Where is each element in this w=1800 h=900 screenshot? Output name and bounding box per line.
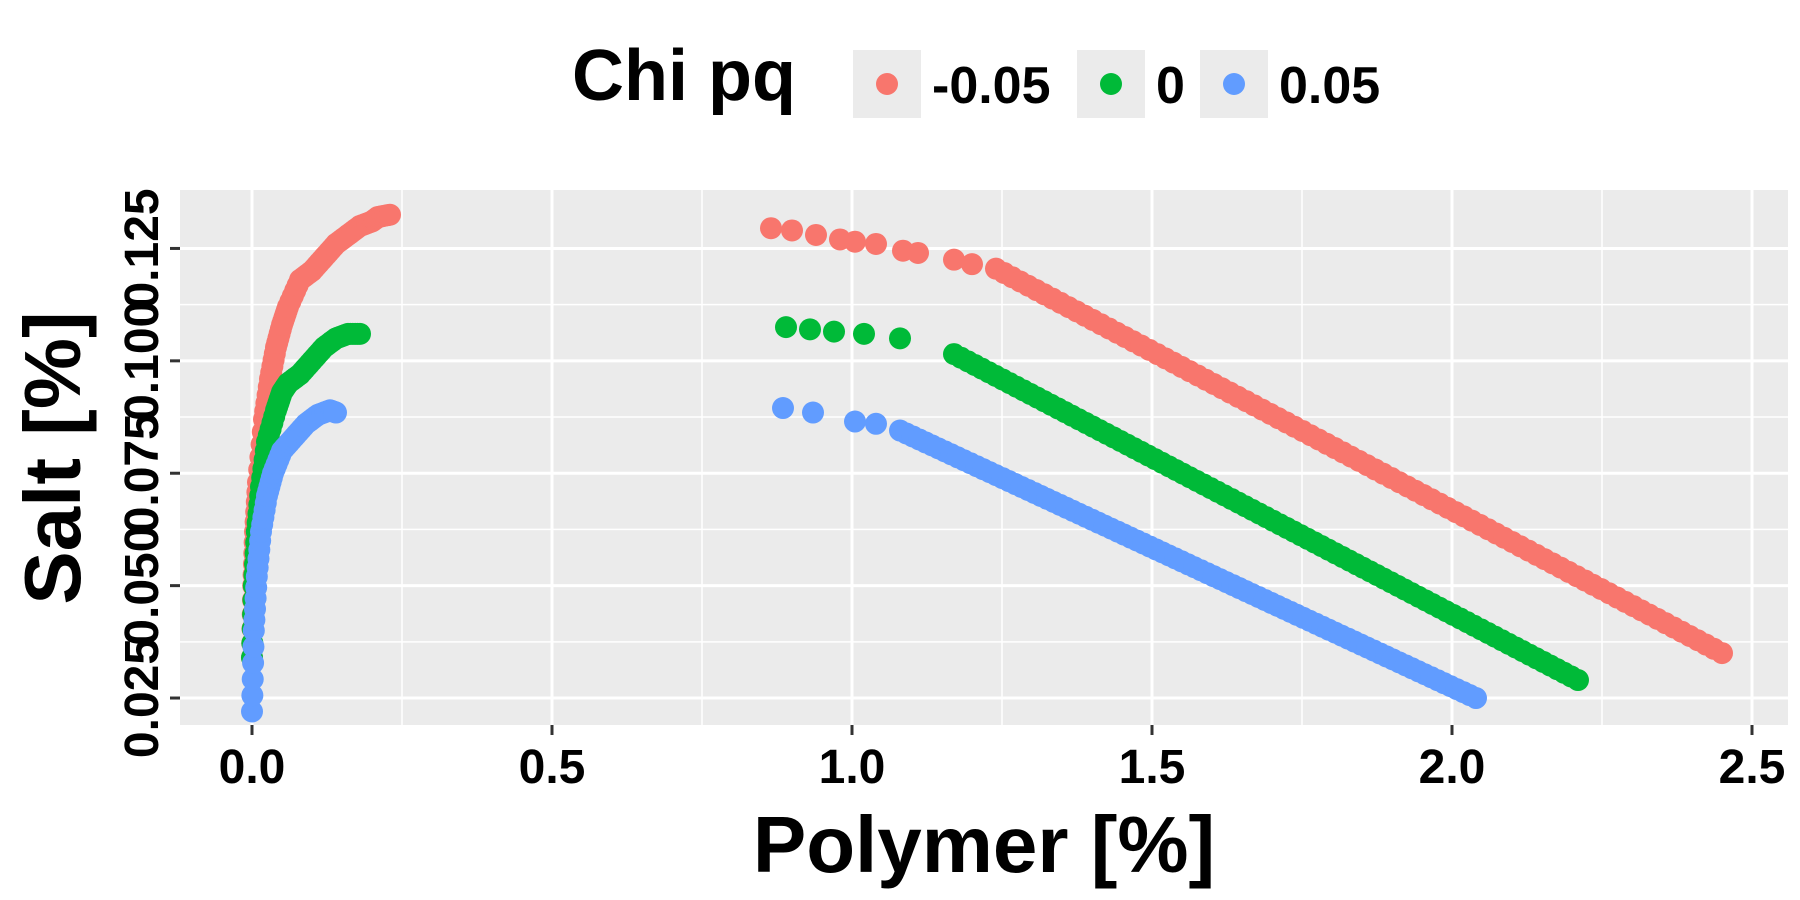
series-0-right-point: [865, 232, 887, 255]
legend-marker-0: [1100, 73, 1122, 95]
y-tick-label: 0.025: [116, 638, 169, 758]
series-2-left-point: [241, 684, 264, 707]
series-1-right-point: [799, 318, 821, 341]
series-1-right-point: [775, 316, 797, 339]
series-1-right-point: [889, 327, 911, 350]
legend-label-neg005: -0.05: [932, 57, 1051, 115]
x-tick-label: 2.5: [1719, 741, 1786, 794]
legend-entry-neg005: -0.05: [853, 50, 1051, 118]
y-tick-label: 0.125: [116, 188, 169, 308]
series-1-line-point: [1567, 669, 1589, 692]
series-2-right-point: [844, 410, 866, 433]
series-2-line-point: [1465, 687, 1487, 710]
y-axis-title: Salt [%]: [8, 311, 97, 604]
series-0-right-point: [907, 241, 929, 264]
series-2-right-point: [865, 412, 887, 435]
series-1-right-point: [823, 320, 845, 343]
series-2-left-point: [241, 668, 264, 691]
series-0-right-point: [943, 248, 965, 271]
series-0-right-point: [781, 219, 803, 242]
series-0-right-point: [760, 217, 782, 240]
x-tick-label: 0.0: [219, 741, 286, 794]
legend-label-0: 0: [1156, 57, 1185, 115]
x-tick-label: 2.0: [1419, 741, 1486, 794]
y-tick-label: 0.100: [116, 301, 169, 421]
y-tick-label: 0.050: [116, 526, 169, 646]
y-tick-label: 0.075: [116, 413, 169, 533]
data-points: [241, 203, 1733, 723]
x-axis: 0.0 0.5 1.0 1.5 2.0 2.5: [219, 725, 1786, 794]
series-1-left-point: [349, 322, 371, 345]
legend-entry-005: 0.05: [1200, 50, 1380, 118]
series-2-left-point: [325, 401, 347, 424]
series-2-right-point: [772, 397, 794, 420]
legend-title: Chi pq: [572, 36, 796, 116]
x-tick-label: 1.0: [819, 741, 886, 794]
series-2-left-point: [242, 651, 265, 674]
legend-marker-neg005: [876, 73, 898, 95]
series-0-left-point: [379, 203, 401, 226]
series-0-right-point: [805, 223, 827, 246]
legend: Chi pq -0.05 0 0.05: [572, 36, 1380, 118]
x-tick-label: 0.5: [519, 741, 586, 794]
series-2-right-point: [802, 401, 824, 424]
plot-panel: [180, 190, 1788, 725]
series-2-left-point: [241, 700, 263, 723]
x-axis-title: Polymer [%]: [753, 800, 1215, 889]
legend-marker-005: [1223, 73, 1245, 95]
series-1-right-point: [853, 322, 875, 345]
series-0-line-point: [1711, 642, 1733, 665]
series-0-right-point: [961, 253, 983, 276]
legend-label-005: 0.05: [1279, 57, 1380, 115]
series-0-right-point: [844, 230, 866, 253]
legend-entry-0: 0: [1077, 50, 1185, 118]
series-2-left-point: [242, 635, 265, 658]
x-tick-label: 1.5: [1119, 741, 1186, 794]
